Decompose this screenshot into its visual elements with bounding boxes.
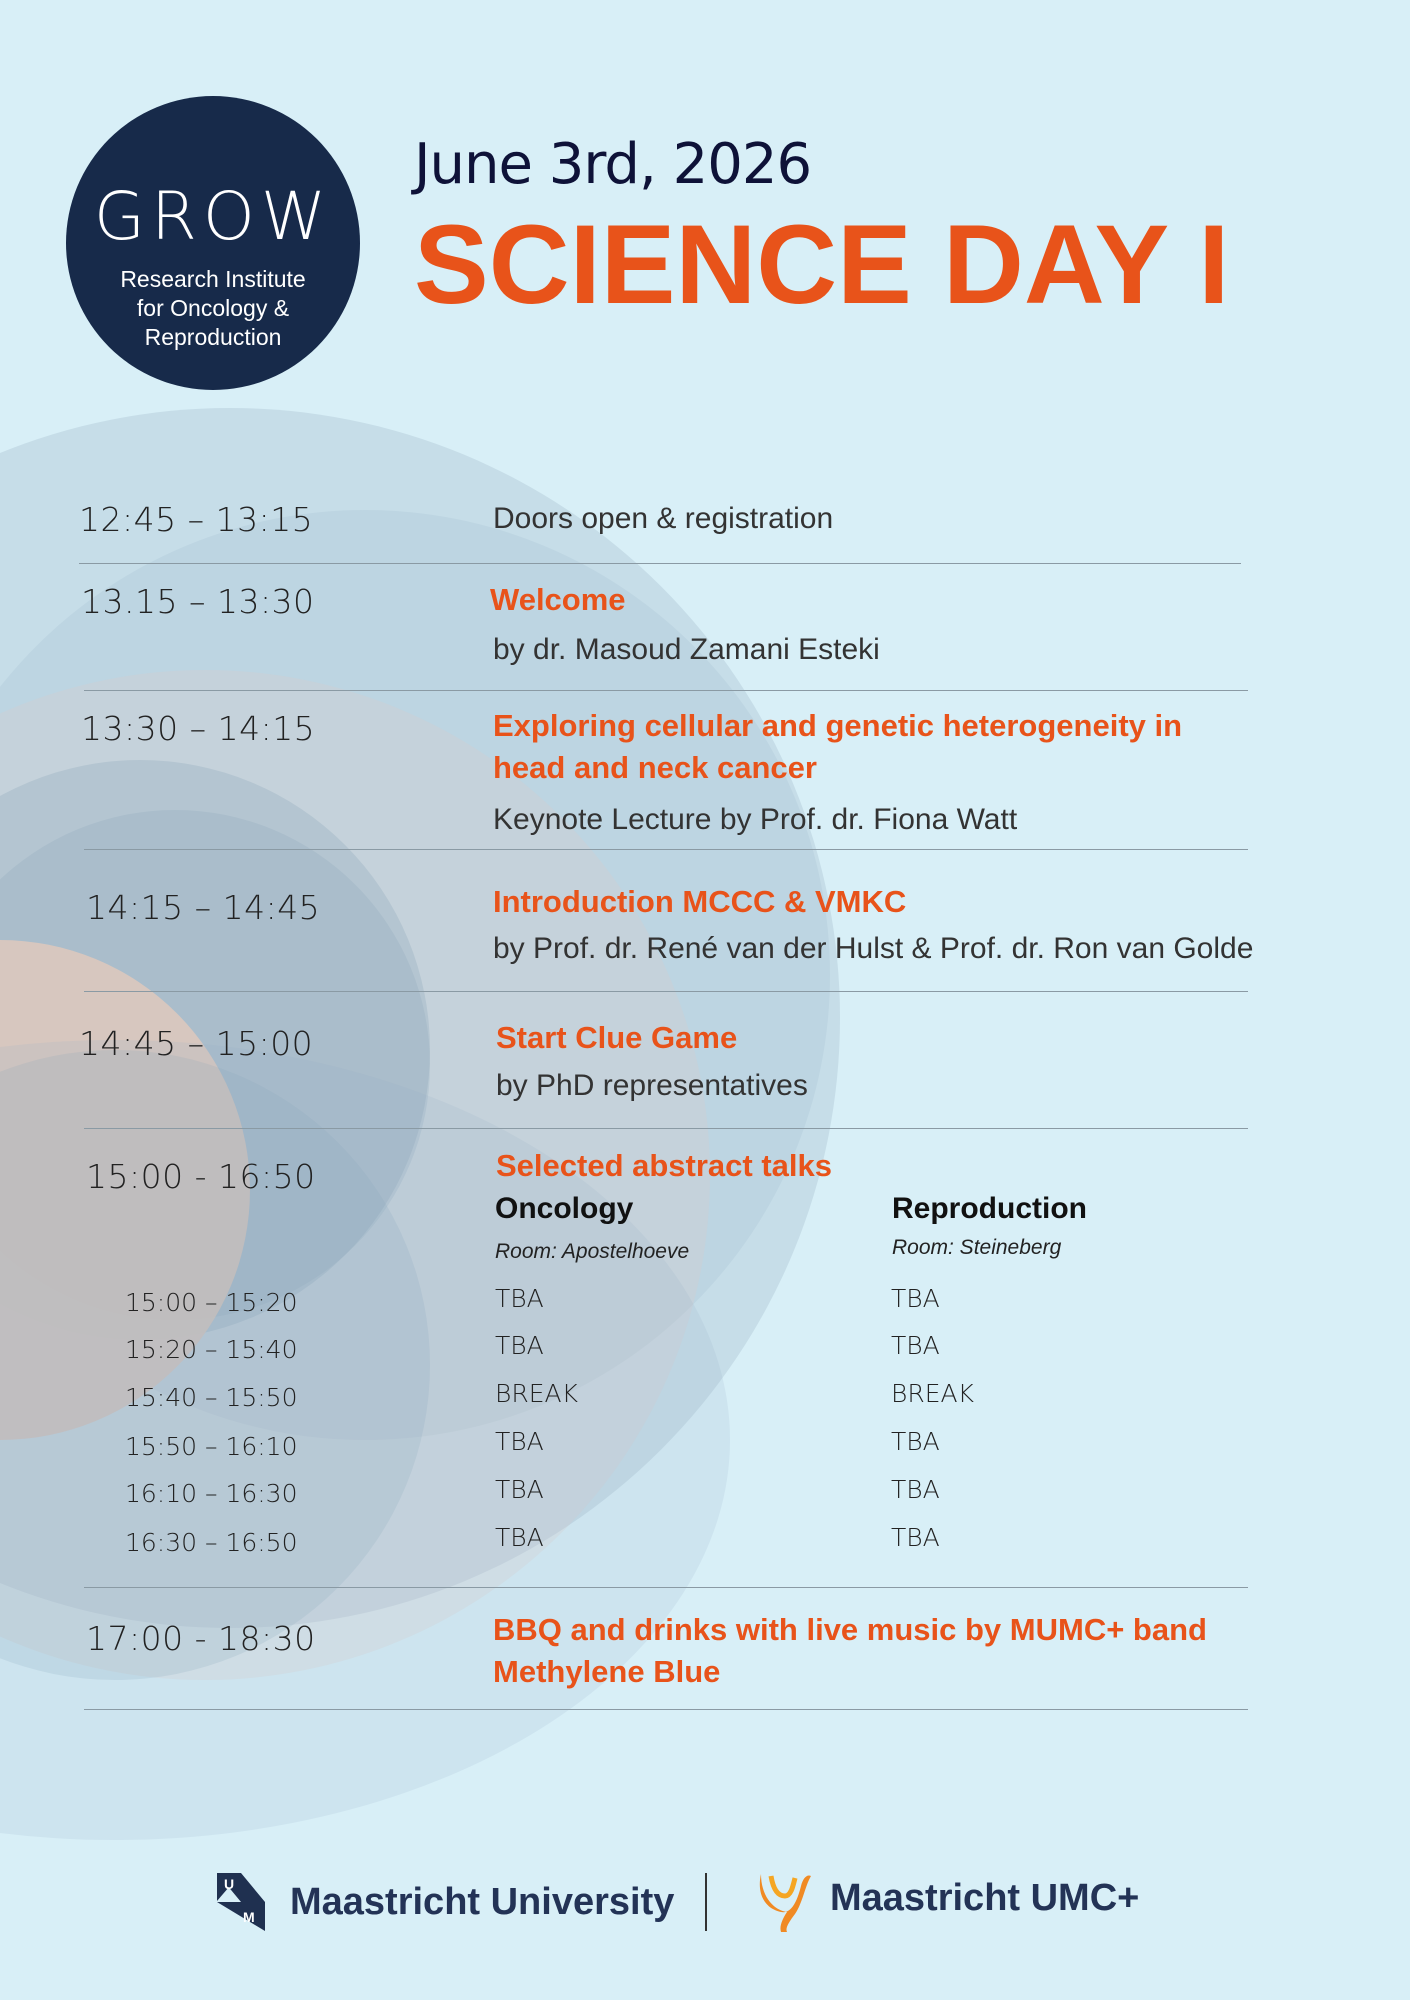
- talk-oncology: TBA: [495, 1523, 544, 1552]
- row-title: Introduction MCCC & VMKC: [493, 884, 907, 919]
- grow-wordmark: GROW: [93, 178, 333, 255]
- grow-logo: GROW Research Institute for Oncology & R…: [66, 96, 360, 390]
- talk-oncology: TBA: [495, 1284, 544, 1313]
- row-time: 17:00 - 18:30: [86, 1619, 316, 1658]
- row-title: Methylene Blue: [493, 1654, 721, 1689]
- divider: [84, 1587, 1248, 1588]
- row-time: 14:45 – 15:00: [79, 1024, 314, 1063]
- divider: [84, 690, 1248, 691]
- talk-time: 15:20 – 15:40: [125, 1335, 298, 1364]
- talk-time: 16:10 – 16:30: [125, 1479, 298, 1508]
- talk-reproduction: TBA: [891, 1523, 940, 1552]
- room-oncology: Room: Apostelhoeve: [495, 1240, 690, 1263]
- talk-oncology: TBA: [495, 1475, 544, 1504]
- talk-time: 15:00 – 15:20: [125, 1288, 298, 1317]
- row-subtitle: Doors open & registration: [493, 502, 834, 535]
- talk-reproduction: TBA: [891, 1427, 940, 1456]
- row-subtitle: Keynote Lecture by Prof. dr. Fiona Watt: [493, 803, 1018, 836]
- divider: [84, 991, 1248, 992]
- row-time: 12:45 – 13:15: [79, 500, 314, 539]
- mumc-logo-icon: [757, 1872, 817, 1939]
- bg-circle: [0, 810, 430, 1320]
- talk-oncology: TBA: [495, 1331, 544, 1360]
- talk-reproduction: BREAK: [891, 1379, 975, 1408]
- event-title: SCIENCE DAY I: [414, 202, 1230, 327]
- row-time: 14:15 – 14:45: [86, 888, 321, 927]
- maastricht-university-name: Maastricht University: [290, 1881, 675, 1923]
- divider: [79, 563, 1241, 564]
- um-emblem-icon: [217, 1873, 265, 1931]
- row-title: Welcome: [490, 582, 626, 617]
- row-time: 15:00 - 16:50: [86, 1157, 316, 1196]
- row-title: head and neck cancer: [493, 750, 817, 785]
- talk-reproduction: TBA: [891, 1284, 940, 1313]
- talk-oncology: TBA: [495, 1427, 544, 1456]
- divider: [84, 1128, 1248, 1129]
- talk-oncology: BREAK: [495, 1379, 579, 1408]
- um-letter-u: U: [224, 1876, 235, 1892]
- maastricht-umc-name: Maastricht UMC+: [830, 1877, 1140, 1919]
- row-title: Selected abstract talks: [496, 1148, 833, 1183]
- row-subtitle: by dr. Masoud Zamani Esteki: [493, 633, 880, 666]
- maastricht-university-logo: U M: [217, 1873, 267, 1931]
- talk-time: 15:40 – 15:50: [125, 1383, 298, 1412]
- event-date: June 3rd, 2026: [414, 132, 812, 197]
- talk-reproduction: TBA: [891, 1475, 940, 1504]
- column-header-reproduction: Reproduction: [892, 1192, 1087, 1225]
- row-subtitle: by Prof. dr. René van der Hulst & Prof. …: [493, 932, 1254, 965]
- talk-time: 16:30 – 16:50: [125, 1528, 298, 1557]
- grow-line-3: Reproduction: [144, 324, 282, 350]
- row-title: Start Clue Game: [496, 1020, 738, 1055]
- row-title: BBQ and drinks with live music by MUMC+ …: [493, 1612, 1207, 1647]
- footer-separator: [705, 1873, 707, 1931]
- talk-time: 15:50 – 16:10: [125, 1432, 298, 1461]
- talk-reproduction: TBA: [891, 1331, 940, 1360]
- row-subtitle: by PhD representatives: [496, 1069, 808, 1102]
- row-time: 13:30 – 14:15: [81, 709, 316, 748]
- room-reproduction: Room: Steineberg: [892, 1236, 1062, 1259]
- bg-circle: [0, 1050, 430, 1680]
- um-letter-m: M: [243, 1909, 255, 1925]
- divider: [84, 1709, 1248, 1710]
- grow-line-1: Research Institute: [120, 266, 306, 292]
- divider: [84, 849, 1248, 850]
- row-time: 13.15 – 13:30: [81, 582, 315, 621]
- grow-line-2: for Oncology &: [136, 295, 290, 321]
- row-title: Exploring cellular and genetic heterogen…: [493, 708, 1183, 743]
- column-header-oncology: Oncology: [495, 1192, 634, 1225]
